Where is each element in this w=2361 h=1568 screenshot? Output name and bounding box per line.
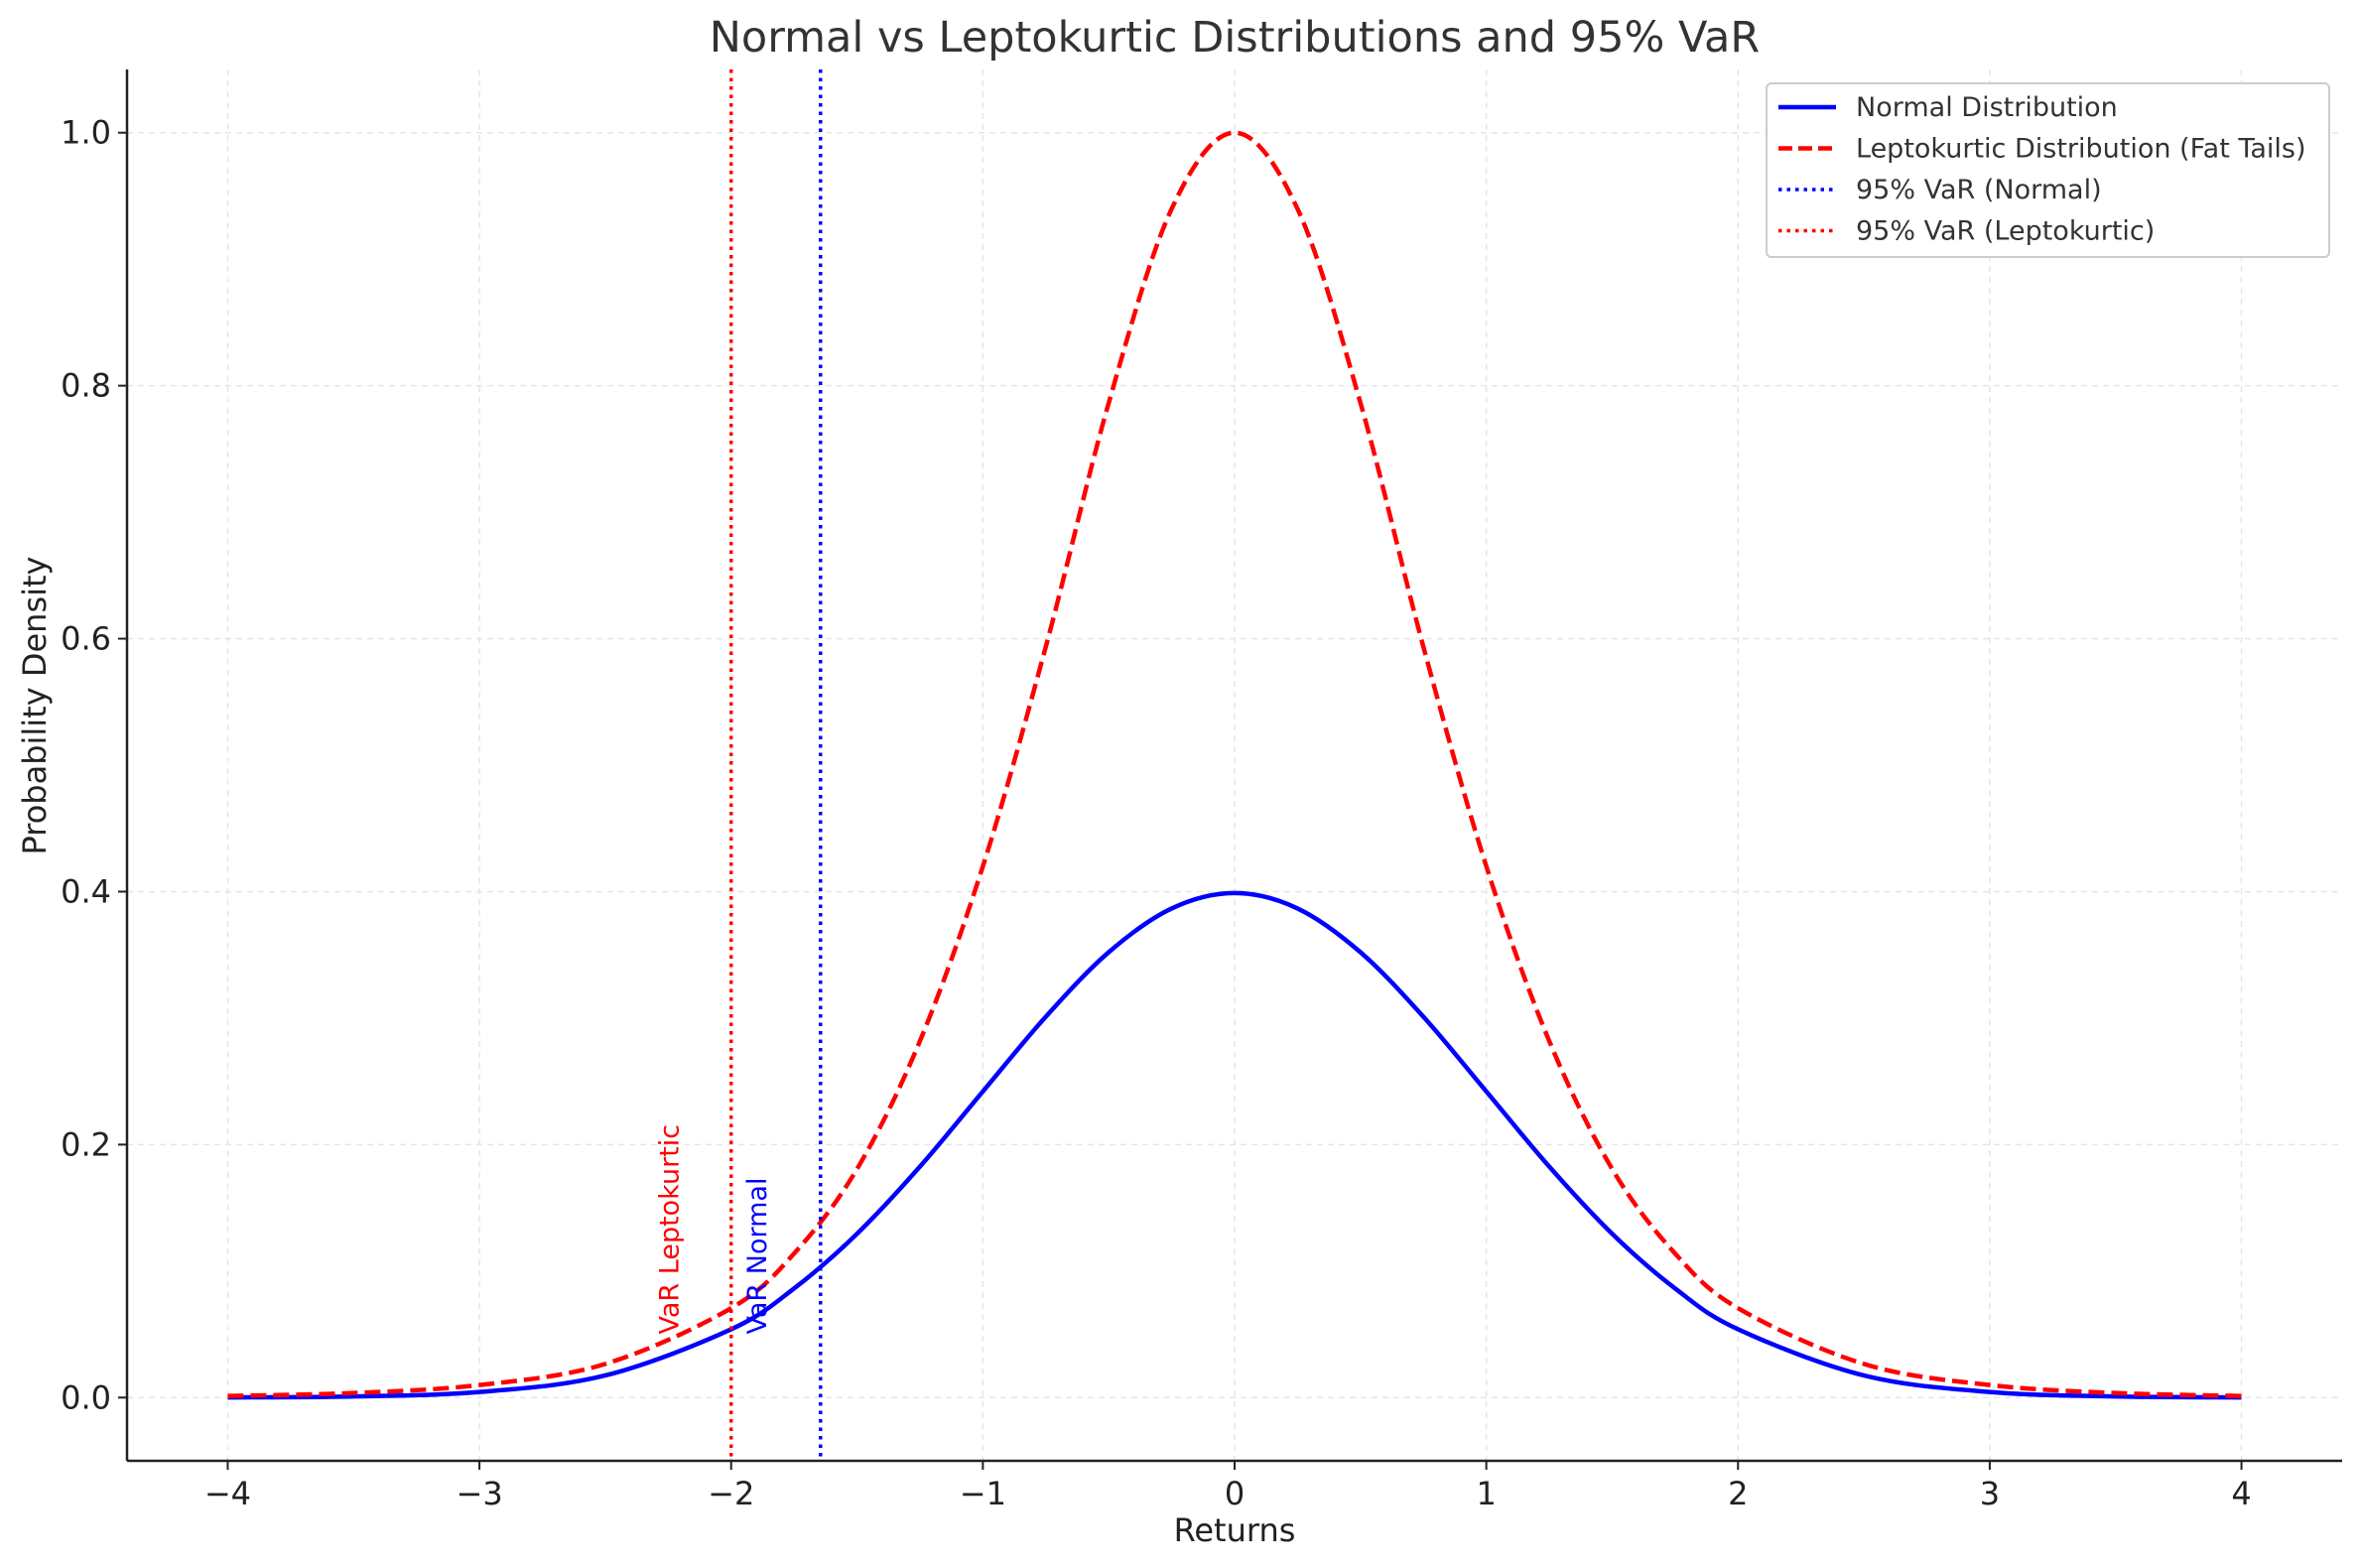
legend-label-0: Normal Distribution xyxy=(1856,92,2118,123)
y-axis-label-group: Probability Density xyxy=(16,557,54,855)
series-line-leptokurtic xyxy=(227,130,2242,1398)
x-tick-label-8: 4 xyxy=(2231,1475,2251,1512)
annotation-var-leptokurtic: VaR Leptokurtic xyxy=(654,1124,685,1335)
y-tick-label-4: 0.8 xyxy=(61,367,111,405)
x-tick-label-7: 3 xyxy=(1980,1475,2000,1512)
x-tick-label-5: 1 xyxy=(1476,1475,1496,1512)
x-tick-label-6: 2 xyxy=(1728,1475,1748,1512)
y-tick-label-5: 1.0 xyxy=(61,114,111,152)
y-tick-label-0: 0.0 xyxy=(61,1378,111,1416)
x-tick-label-1: −3 xyxy=(457,1475,503,1512)
legend-label-2: 95% VaR (Normal) xyxy=(1856,175,2102,205)
x-tick-label-0: −4 xyxy=(204,1475,251,1512)
x-tick-label-3: −1 xyxy=(960,1475,1006,1512)
annotation-var-normal: VaR Normal xyxy=(742,1178,773,1335)
grid xyxy=(127,69,2342,1461)
legend-label-1: Leptokurtic Distribution (Fat Tails) xyxy=(1856,134,2306,165)
annotation-group-1: VaR Leptokurtic xyxy=(654,1124,685,1335)
legend: Normal Distribution Leptokurtic Distribut… xyxy=(1766,82,2330,258)
x-axis-label: Returns xyxy=(1174,1511,1296,1549)
annotation-group-0: VaR Normal xyxy=(742,1178,773,1335)
x-tick-label-2: −2 xyxy=(708,1475,754,1512)
series-layer xyxy=(227,130,2242,1400)
annotations-layer: VaR Normal VaR Leptokurtic xyxy=(654,1124,773,1335)
legend-box xyxy=(1766,82,2330,258)
y-tick-label-1: 0.2 xyxy=(61,1125,111,1163)
legend-label-3: 95% VaR (Leptokurtic) xyxy=(1856,216,2155,247)
ticks: −4 −3 −2 −1 0 1 2 3 4 0.0 0.2 0.4 0.6 0.8 1.0 xyxy=(61,114,2252,1512)
x-tick-label-4: 0 xyxy=(1225,1475,1245,1512)
y-tick-label-2: 0.4 xyxy=(61,872,111,910)
y-tick-label-3: 0.6 xyxy=(61,620,111,658)
series-line-normal xyxy=(227,890,2242,1400)
y-axis-label: Probability Density xyxy=(16,557,54,855)
chart-title: Normal vs Leptokurtic Distributions and … xyxy=(710,13,1761,63)
